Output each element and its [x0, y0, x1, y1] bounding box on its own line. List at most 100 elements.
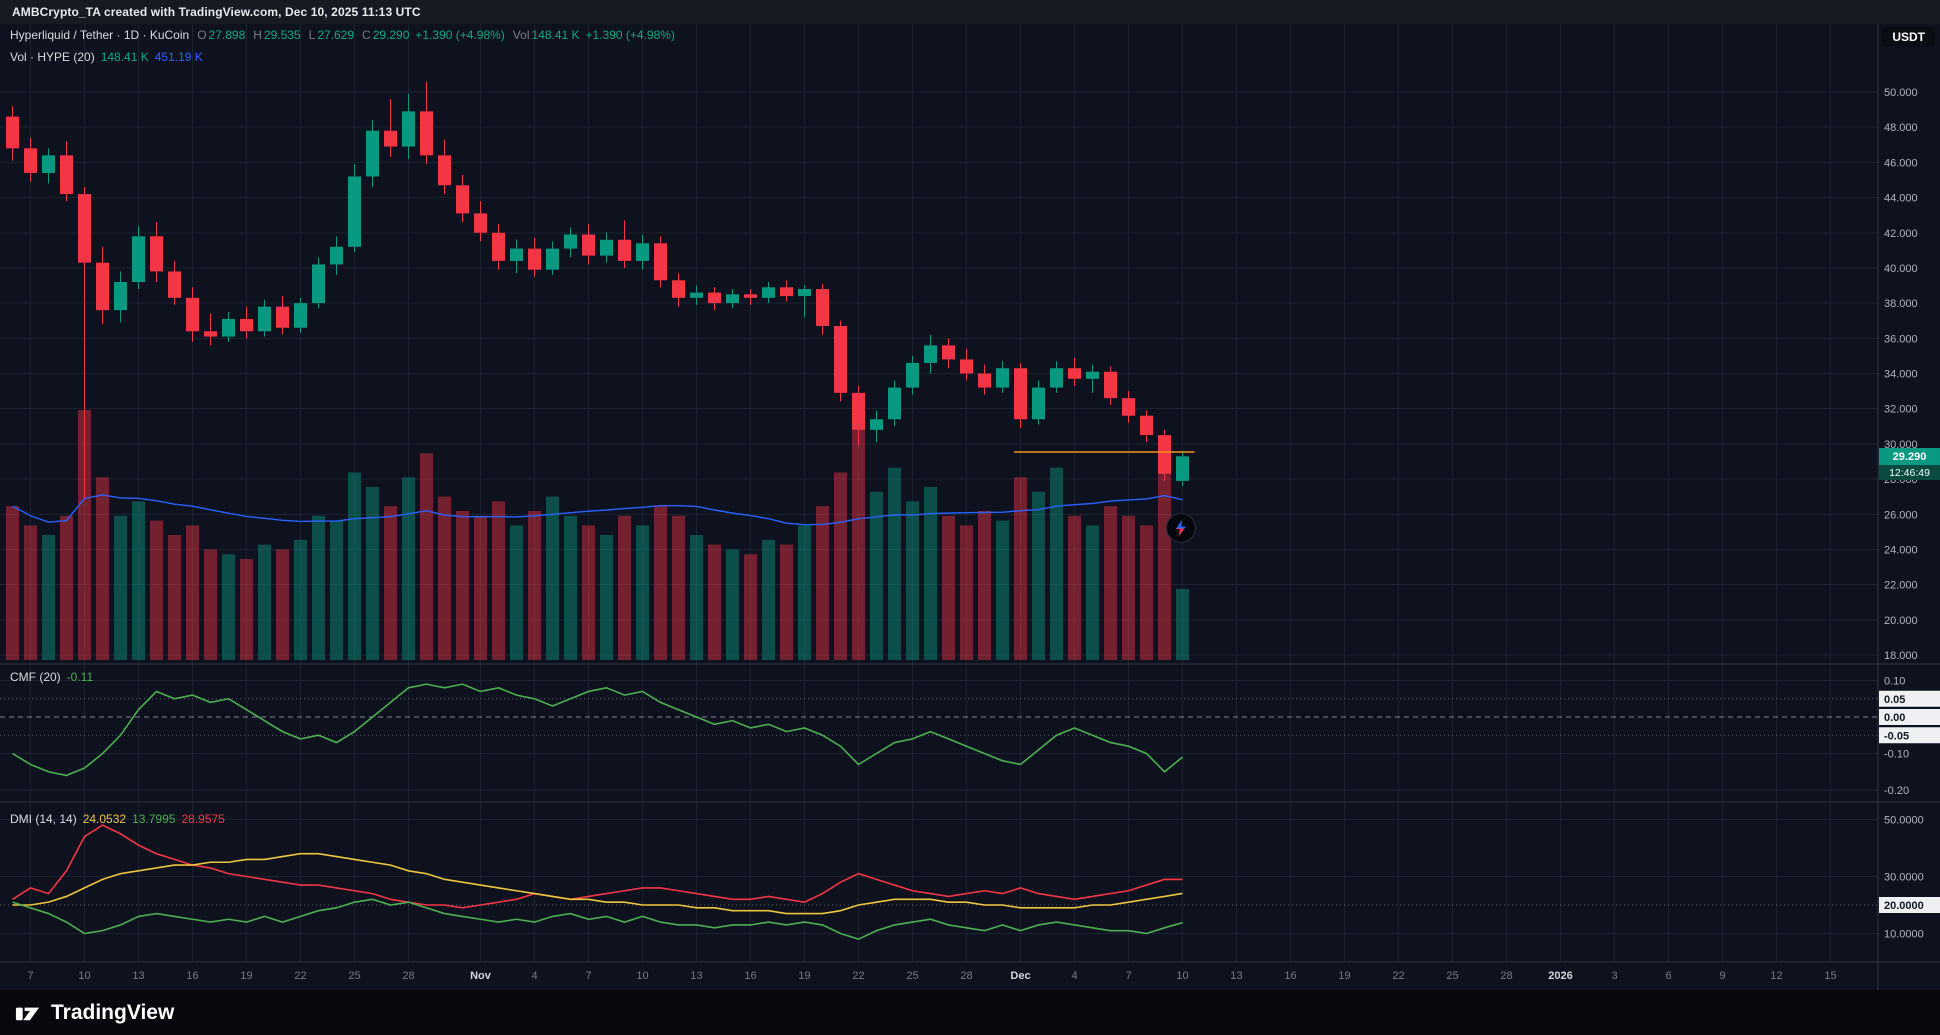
axis-label: 19: [240, 970, 252, 982]
axis-label: 18.000: [1884, 650, 1918, 662]
candle-body: [960, 359, 973, 374]
candle-body: [510, 248, 523, 261]
volume-bar: [708, 544, 721, 660]
candle-body: [1086, 371, 1099, 379]
dmi-title[interactable]: DMI (14, 14): [10, 812, 77, 826]
dmi-plus-di-value: 13.7995: [132, 812, 176, 826]
volume-bar: [600, 535, 613, 660]
axis-label: 22: [294, 970, 306, 982]
candle-body: [816, 289, 829, 327]
axis-label: 7: [1125, 970, 1131, 982]
candle-body: [438, 155, 451, 186]
candle-body: [1176, 456, 1189, 481]
dmi-legend[interactable]: DMI (14, 14) 24.0532 13.7995 28.9575: [10, 812, 225, 826]
tradingview-wordmark[interactable]: TradingView: [51, 1000, 175, 1024]
axis-label: 34.000: [1884, 369, 1918, 381]
volume-bar: [780, 544, 793, 660]
volume-bar: [348, 472, 361, 660]
candle-body: [600, 239, 613, 256]
volume-bar: [726, 549, 739, 660]
candle-body: [1068, 368, 1081, 379]
candle-body: [384, 130, 397, 147]
volume-bar: [924, 486, 937, 660]
axis-label: 16: [186, 970, 198, 982]
candle-body: [546, 248, 559, 270]
volume-bar: [798, 525, 811, 660]
candle-body: [312, 264, 325, 304]
candle-body: [222, 318, 235, 337]
volume-bar: [456, 510, 469, 660]
candle-body: [24, 148, 37, 173]
volume-bar: [384, 506, 397, 660]
axis-label: 2026: [1548, 970, 1572, 982]
bar-countdown-badge: 12:46:49: [1879, 465, 1940, 480]
volume-bar: [996, 520, 1009, 660]
cmf-title[interactable]: CMF (20): [10, 670, 61, 684]
candle-body: [132, 236, 145, 283]
axis-label: 13: [690, 970, 702, 982]
candle-body: [114, 282, 127, 311]
volume-bar: [276, 549, 289, 660]
symbol-title[interactable]: Hyperliquid / Tether · 1D · KuCoin: [10, 28, 190, 42]
candle-body: [204, 331, 217, 337]
cmf-level-badge: [1879, 709, 1940, 725]
volume-bar: [330, 520, 343, 660]
symbol-legend[interactable]: Hyperliquid / Tether · 1D · KuCoin O 27.…: [10, 28, 675, 42]
axis-label: 42.000: [1884, 228, 1918, 240]
volume-indicator-title[interactable]: Vol · HYPE (20): [10, 50, 95, 64]
dmi-minus-line: [12, 824, 1183, 909]
axis-label: 0.00: [1884, 712, 1905, 724]
axis-label: 24.000: [1884, 544, 1918, 556]
volume-bar: [312, 515, 325, 660]
candle-body: [654, 243, 667, 281]
axis-label: 22.000: [1884, 580, 1918, 592]
candle-body: [330, 246, 343, 265]
volume-indicator-value: 148.41 K: [100, 50, 149, 64]
lightning-icon: [1175, 519, 1186, 537]
axis-label: 12: [1770, 970, 1782, 982]
candle-body: [798, 289, 811, 297]
open-value: 27.898: [208, 28, 246, 42]
chart-canvas[interactable]: 50.000 48.000 46.000 44.000 42.000 40.000 38.0…: [0, 24, 1940, 990]
axis-label: 0.10: [1884, 676, 1905, 688]
axis-label: 16: [744, 970, 756, 982]
volume-bar: [60, 515, 73, 660]
volume-bar: [438, 496, 451, 660]
axis-label: 48.000: [1884, 122, 1918, 134]
axis-label: 19: [1338, 970, 1350, 982]
chart-area[interactable]: 50.000 48.000 46.000 44.000 42.000 40.000 38.0…: [0, 24, 1940, 990]
volume-bar: [564, 515, 577, 660]
candle-body: [456, 185, 469, 214]
volume-ma-line: [12, 494, 1183, 526]
volume-indicator-legend[interactable]: Vol · HYPE (20) 148.41 K 451.19 K: [10, 50, 203, 64]
close-value: 29.290: [372, 28, 410, 42]
cmf-value: -0.11: [66, 670, 94, 684]
candle-body: [6, 116, 19, 149]
axis-label: 50.000: [1884, 87, 1918, 99]
candle-body: [564, 234, 577, 249]
candle-body: [1032, 387, 1045, 420]
volume-bar: [816, 506, 829, 660]
axis-label: 30.0000: [1884, 872, 1924, 884]
volume-bar: [510, 525, 523, 660]
volume-bar: [582, 525, 595, 660]
volume-bar: [1050, 467, 1063, 660]
volume-bar: [6, 506, 19, 660]
attribution-bar: AMBCrypto_TA created with TradingView.co…: [0, 0, 1940, 24]
candle-body: [1014, 368, 1027, 420]
candle-body: [834, 326, 847, 393]
candle-body: [168, 271, 181, 298]
candle-body: [366, 130, 379, 177]
tradingview-logo-icon[interactable]: [14, 999, 41, 1026]
last-price-badge: 29.290: [1879, 448, 1940, 465]
axis-label: 7: [585, 970, 591, 982]
cmf-legend[interactable]: CMF (20) -0.11: [10, 670, 93, 684]
volume-bar: [1068, 515, 1081, 660]
volume-change-value: +1.390 (+4.98%): [585, 28, 675, 42]
axis-label: 38.000: [1884, 298, 1918, 310]
volume-bar: [888, 467, 901, 660]
volume-bar: [222, 554, 235, 660]
axis-label: 4: [1071, 970, 1077, 982]
candle-body: [618, 239, 631, 261]
publisher-avatar[interactable]: [1166, 513, 1196, 543]
